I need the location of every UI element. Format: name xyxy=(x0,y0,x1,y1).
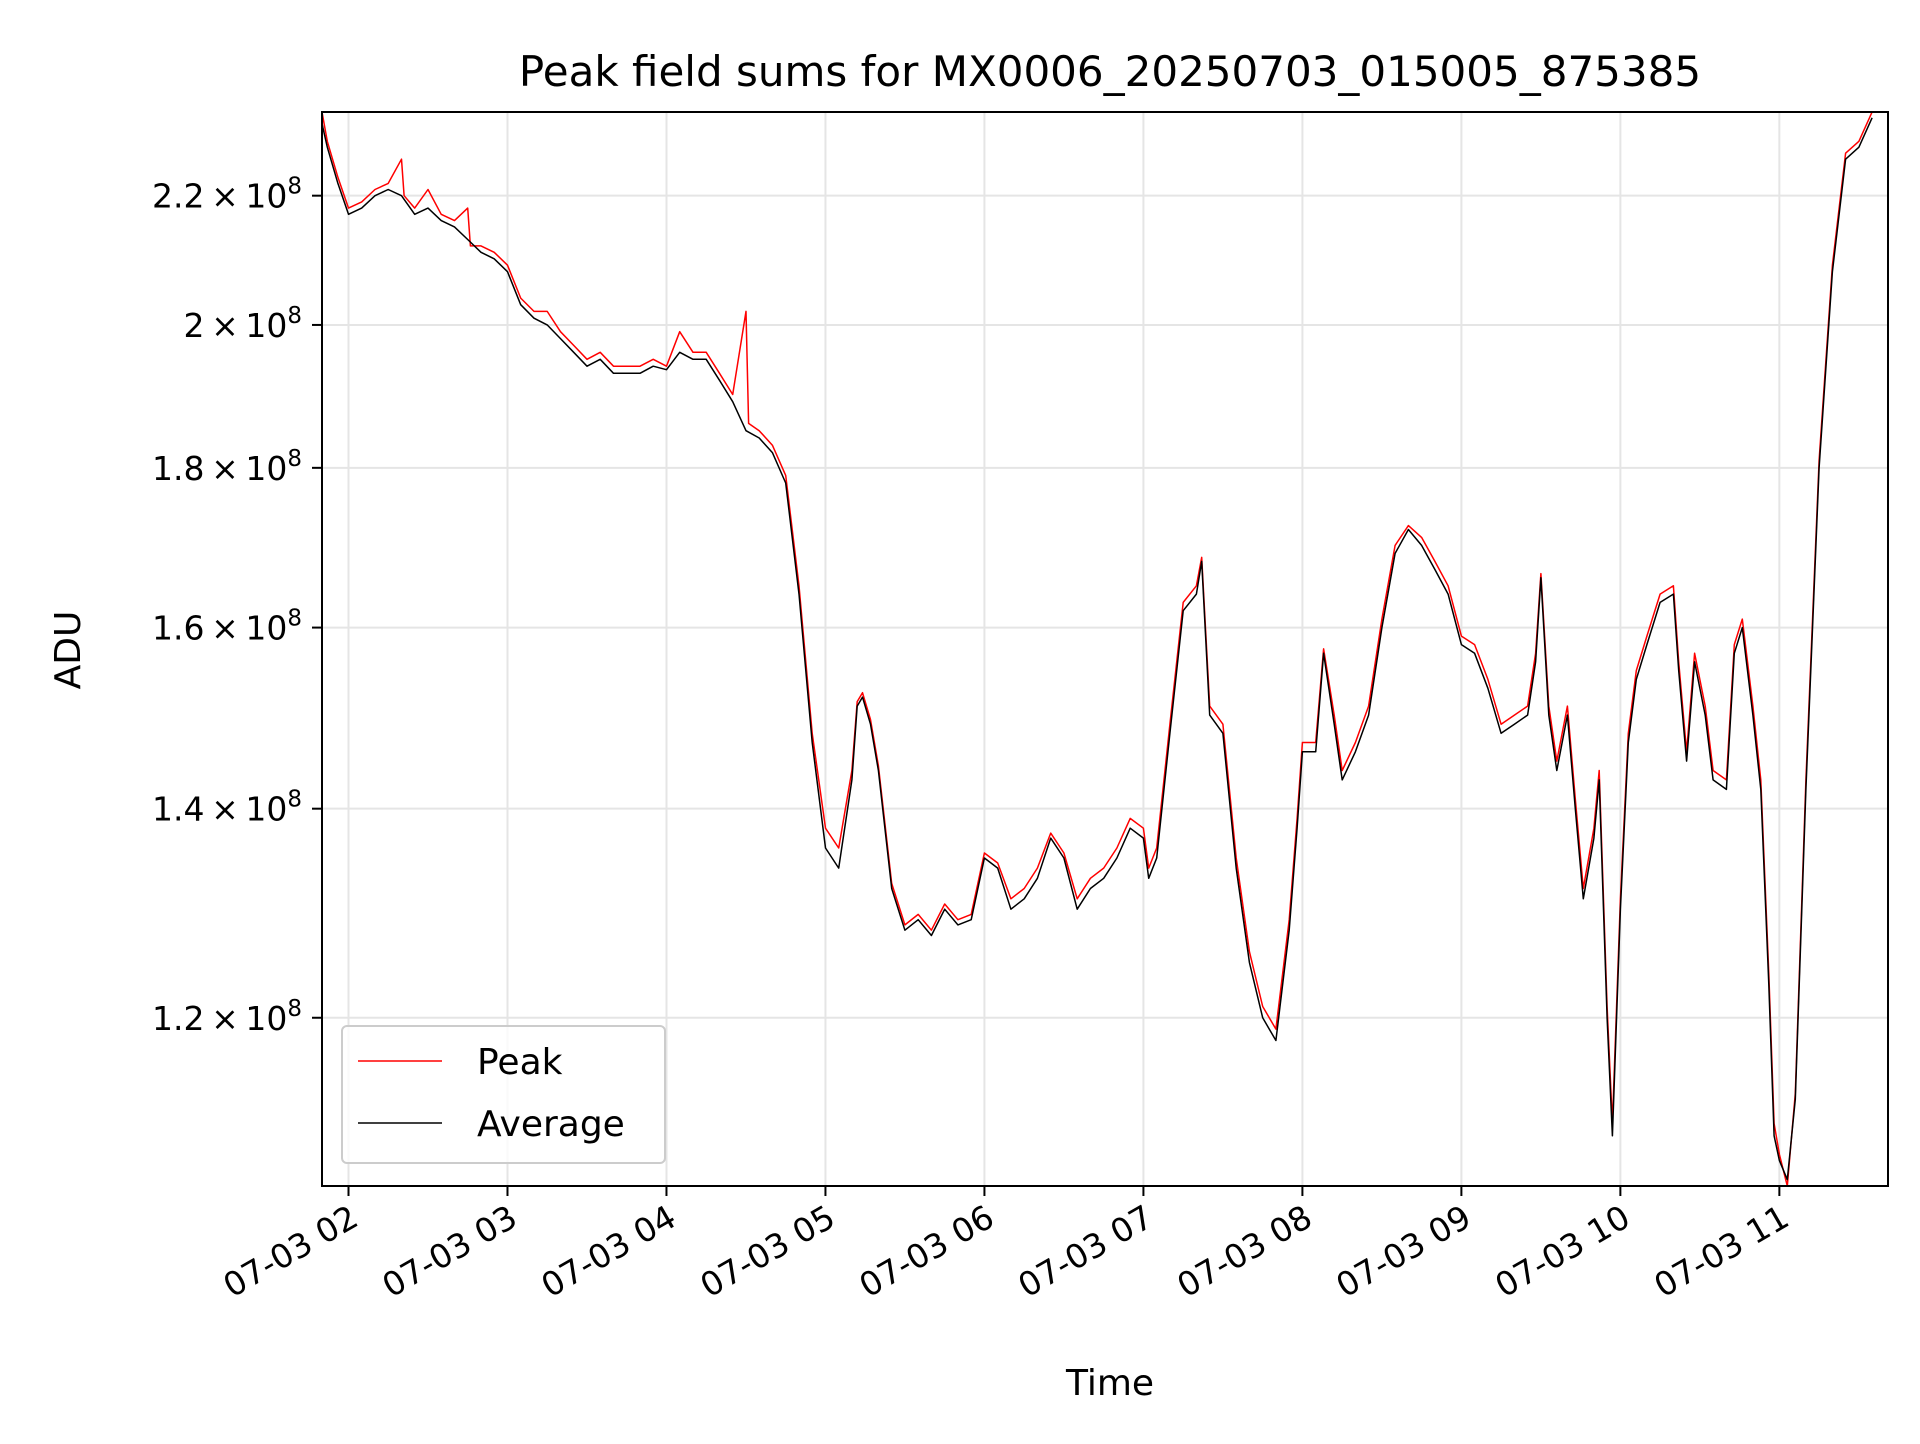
series-lines xyxy=(322,112,1873,1186)
chart-title: Peak field sums for MX0006_20250703_0150… xyxy=(519,47,1701,96)
y-tick-label: 2.2 × 108 xyxy=(152,174,302,216)
y-tick-label: 1.8 × 108 xyxy=(152,446,302,488)
legend: Peak Average xyxy=(341,1025,666,1164)
y-axis-label: ADU xyxy=(48,611,89,690)
y-tick-label: 1.4 × 108 xyxy=(152,787,302,829)
y-axis: 1.2 × 108 1.4 × 108 1.6 × 108 1.8 × 108 2 × … xyxy=(152,174,322,1038)
series-line-average xyxy=(322,117,1873,1181)
x-tick-label: 07-03 10 xyxy=(1488,1197,1636,1305)
x-tick-label: 07-03 03 xyxy=(375,1197,523,1305)
y-tick-label: 1.6 × 108 xyxy=(152,606,302,648)
legend-label-average: Average xyxy=(477,1104,625,1145)
x-tick-label: 07-03 09 xyxy=(1329,1197,1477,1305)
x-axis: 07-03 02 07-03 03 07-03 04 07-03 05 07-03 06… xyxy=(217,1186,1795,1305)
plot-frame xyxy=(321,111,1889,1187)
x-tick-label: 07-03 02 xyxy=(217,1197,365,1305)
x-axis-label: Time xyxy=(1065,1363,1154,1404)
gridlines xyxy=(322,112,1888,1186)
y-tick-label: 2 × 108 xyxy=(184,303,302,345)
x-tick-label: 07-03 06 xyxy=(852,1197,1000,1305)
y-tick-label: 1.2 × 108 xyxy=(152,996,302,1038)
x-tick-label: 07-03 11 xyxy=(1647,1197,1795,1305)
x-tick-label: 07-03 04 xyxy=(534,1197,682,1305)
x-tick-label: 07-03 07 xyxy=(1011,1197,1159,1305)
series-line-peak xyxy=(322,112,1873,1186)
x-tick-label: 07-03 08 xyxy=(1170,1197,1318,1305)
legend-label-peak: Peak xyxy=(477,1042,563,1083)
x-tick-label: 07-03 05 xyxy=(693,1197,841,1305)
